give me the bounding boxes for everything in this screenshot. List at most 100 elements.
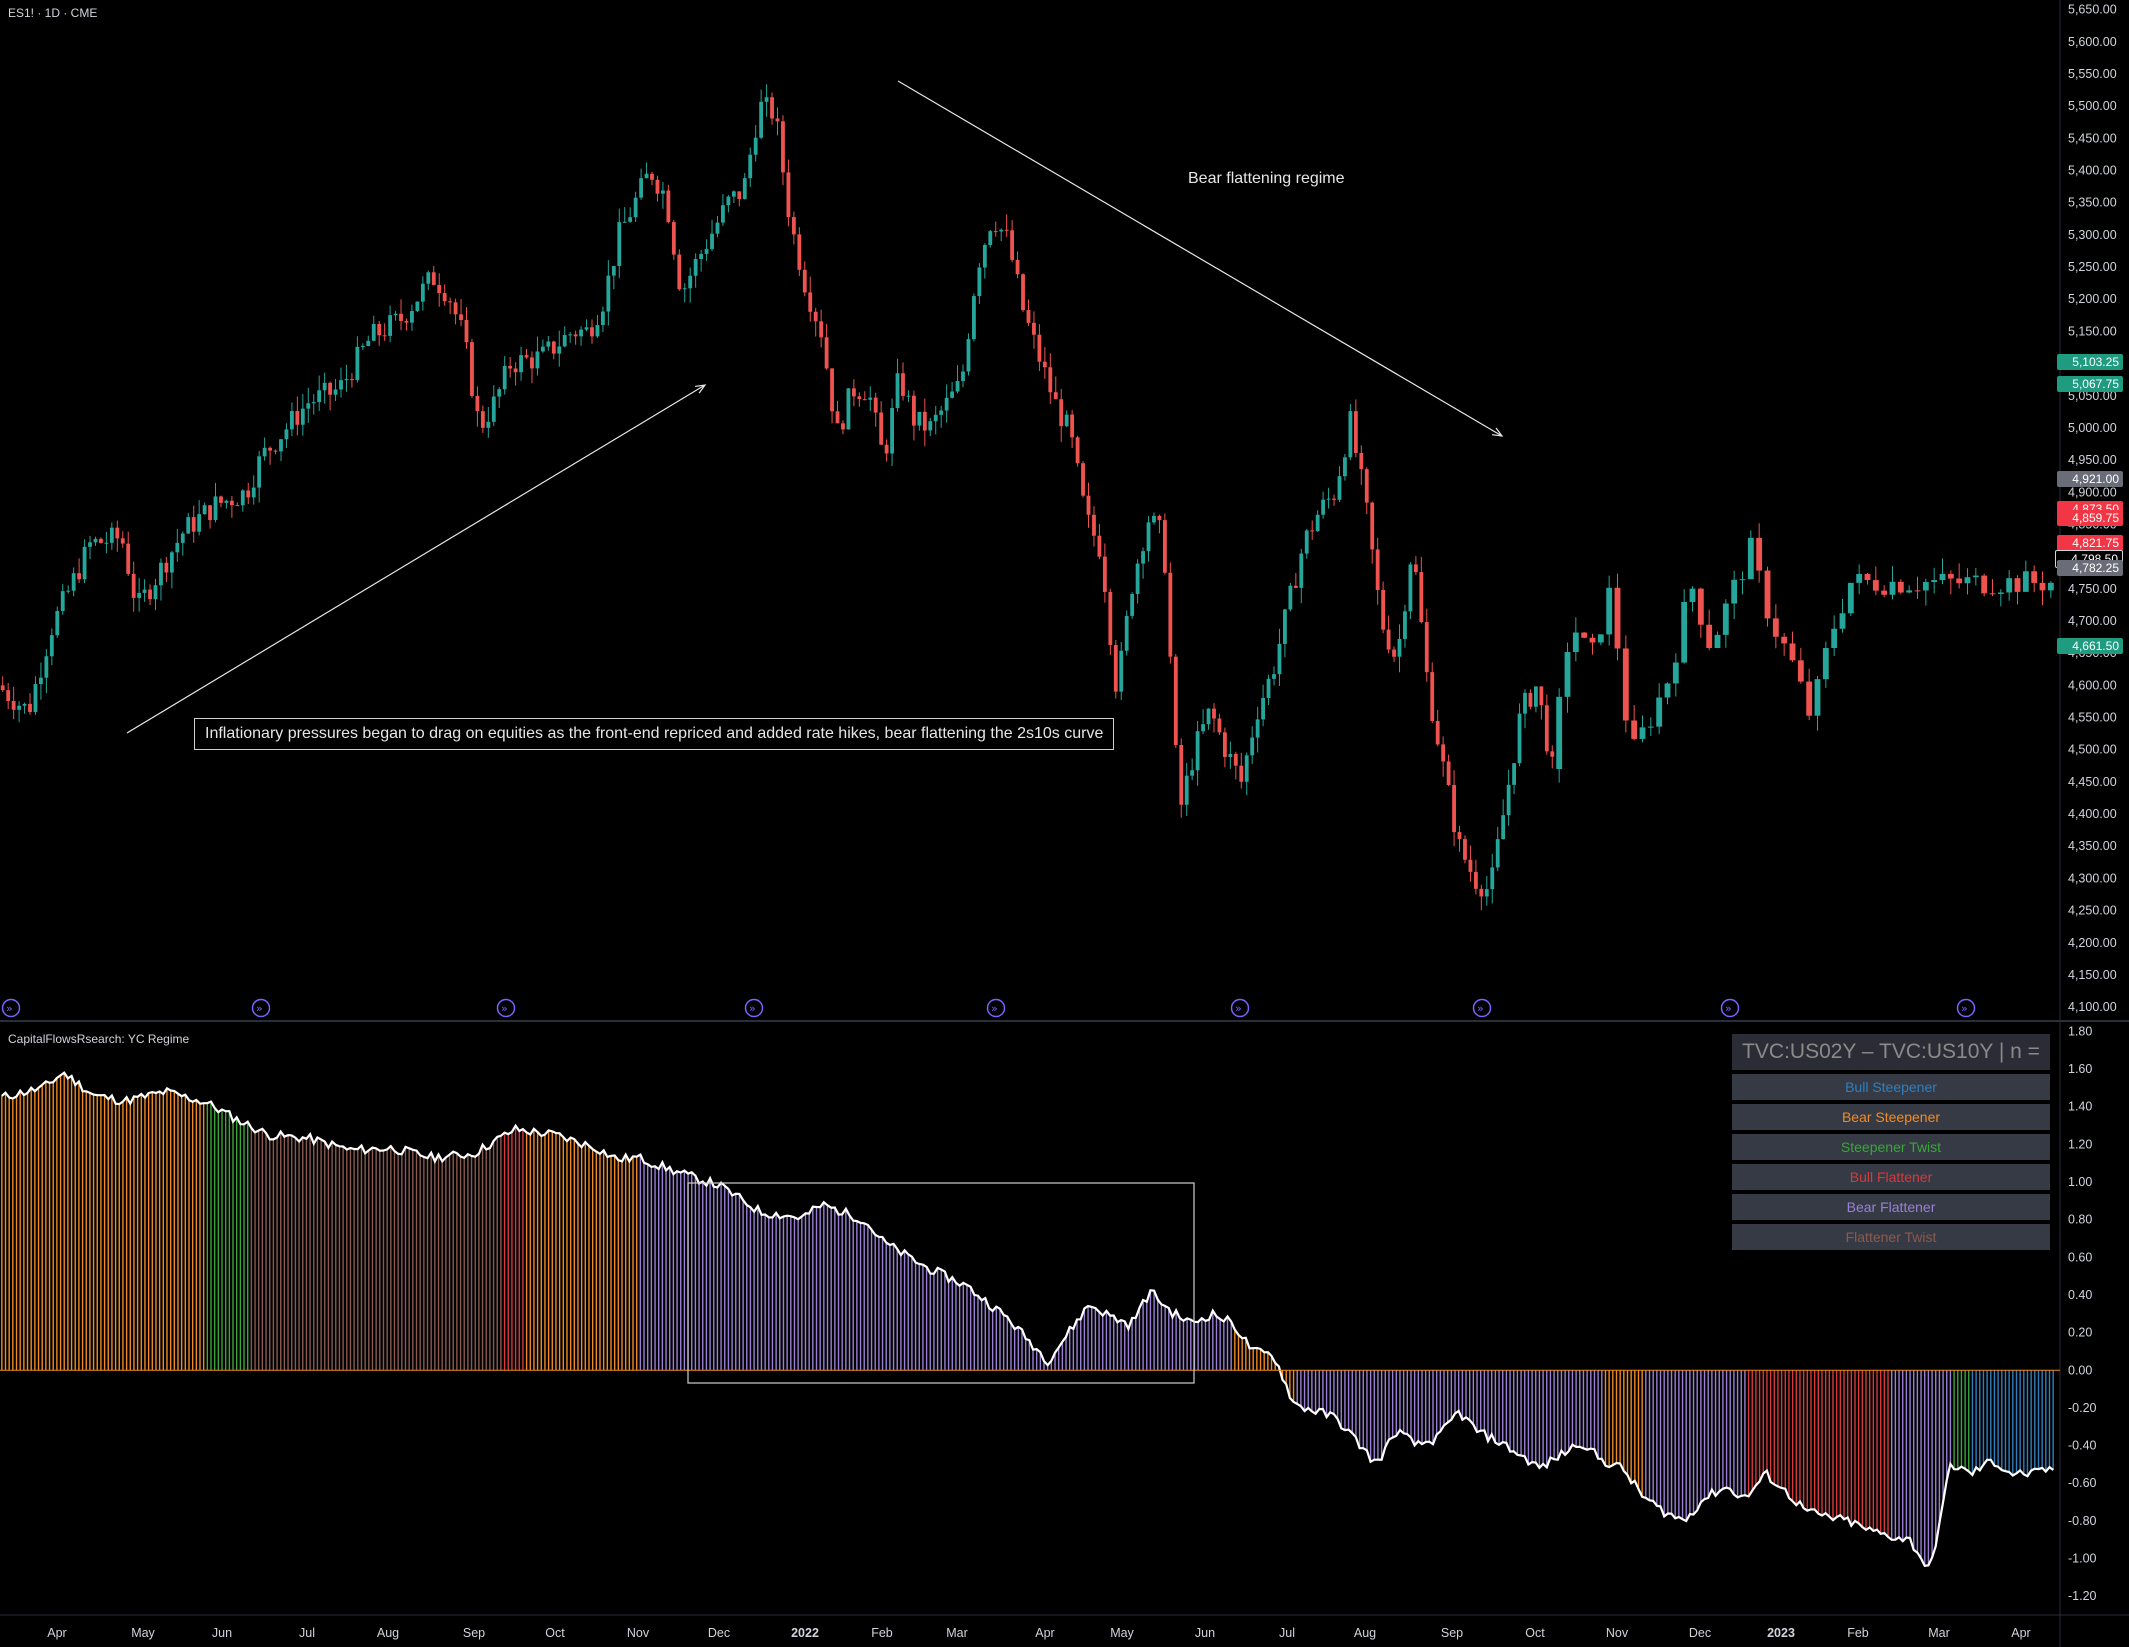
candle-body <box>131 573 136 598</box>
candle-body <box>1086 495 1091 515</box>
candle-body <box>579 329 583 337</box>
candle-body <box>622 221 627 223</box>
price-tick-label: 4,200.00 <box>2068 936 2117 950</box>
candle-body <box>540 346 545 352</box>
legend-header: TVC:US02Y – TVC:US10Y | n = 60 <box>1732 1034 2050 1099</box>
x-tick-label: Nov <box>1606 1626 1629 1640</box>
candle-body <box>1589 637 1596 643</box>
candle-body <box>120 538 125 544</box>
candle-body <box>426 272 431 284</box>
price-tag: 4,921.00 <box>2057 470 2123 487</box>
candle-body <box>1184 775 1189 805</box>
candle-body <box>791 217 796 235</box>
candle-body <box>1212 708 1216 719</box>
candle-body <box>1572 632 1579 653</box>
candle-body <box>153 585 158 600</box>
x-tick-label: Feb <box>871 1626 893 1640</box>
indicator-tick-label: 0.60 <box>2068 1250 2092 1264</box>
candle-body <box>1053 392 1058 400</box>
candle-body <box>1092 514 1096 536</box>
candle-body <box>1424 622 1429 673</box>
candle-body <box>1764 570 1771 619</box>
candle-body <box>519 355 523 373</box>
candle-body <box>1375 549 1380 590</box>
candle-body <box>257 456 262 488</box>
candle-body <box>1468 859 1473 872</box>
price-tag: 4,859.75 <box>2057 510 2123 527</box>
candle-body <box>137 592 142 598</box>
event-marker-glyph: » <box>1235 1002 1242 1015</box>
candle-body <box>661 190 665 194</box>
candle-body <box>1922 582 1929 591</box>
candle-body <box>682 288 687 290</box>
price-tick-label: 5,500.00 <box>2068 99 2117 113</box>
downtrend-arrow <box>897 80 1503 437</box>
candle-body <box>1931 580 1938 583</box>
candle-body <box>1233 753 1238 766</box>
x-tick-label: Sep <box>1441 1626 1463 1640</box>
candle-body <box>159 562 163 586</box>
candle-body <box>1299 553 1304 588</box>
candle-body <box>846 388 851 430</box>
candle-body <box>715 222 720 234</box>
candle-body <box>972 296 976 340</box>
candle-body <box>710 233 714 250</box>
price-tick-label: 5,050.00 <box>2068 389 2117 403</box>
price-tick-label: 4,400.00 <box>2068 807 2117 821</box>
candle-body <box>453 302 458 315</box>
candle-body <box>175 542 180 553</box>
candle-body <box>82 546 87 580</box>
candle-body <box>448 301 453 303</box>
candle-body <box>1108 591 1113 645</box>
price-tick-label: 5,450.00 <box>2068 131 2117 145</box>
event-marker-icon <box>744 998 764 1018</box>
candle-body <box>704 249 709 254</box>
candle-body <box>655 179 660 194</box>
price-tick-label: 5,600.00 <box>2068 35 2117 49</box>
indicator-tick-label: 0.80 <box>2068 1213 2092 1227</box>
candle-body <box>1370 502 1375 550</box>
candle-body <box>879 412 884 445</box>
candle-body <box>1606 587 1613 635</box>
candle-body <box>890 407 894 454</box>
candle-body <box>55 610 60 636</box>
candle-body <box>633 197 638 218</box>
candle-body <box>1656 697 1663 727</box>
candle-body <box>1681 601 1688 663</box>
candle-body <box>590 327 594 337</box>
candle-body <box>289 410 294 430</box>
x-tick-label: Oct <box>1525 1626 1545 1640</box>
candle-body <box>77 573 82 580</box>
candle-body <box>671 222 676 255</box>
candle-body <box>1381 589 1386 630</box>
candle-body <box>1739 579 1746 581</box>
candle-body <box>759 101 764 138</box>
x-tick-label: Jul <box>299 1626 315 1640</box>
candle-body <box>982 244 987 268</box>
candle-body <box>1506 784 1511 816</box>
candle-body <box>1989 593 1996 595</box>
candle-body <box>1408 564 1413 612</box>
candle-body <box>339 380 343 390</box>
candle-body <box>317 390 322 403</box>
candle-body <box>213 496 218 521</box>
legend-item-bear-flattener: Bear Flattener <box>1732 1194 2050 1220</box>
candle-body <box>93 538 98 543</box>
candle-body <box>1201 724 1205 732</box>
candle-body <box>1348 411 1353 458</box>
candle-body <box>530 357 534 369</box>
price-tag: 5,103.25 <box>2057 353 2123 370</box>
candle-body <box>2031 571 2038 583</box>
price-tick-label: 4,750.00 <box>2068 582 2117 596</box>
candle-body <box>966 339 971 372</box>
x-tick-label: Nov <box>627 1626 650 1640</box>
candle-body <box>1772 618 1779 637</box>
candle-body <box>721 205 725 223</box>
candle-body <box>1321 499 1326 515</box>
candle-body <box>393 313 398 316</box>
indicator-title: CapitalFlowsRsearch: YC Regime <box>8 1032 190 1046</box>
candle-body <box>208 505 212 521</box>
candle-body <box>1032 322 1036 335</box>
candle-body <box>1797 660 1804 682</box>
candle-body <box>1075 437 1080 464</box>
